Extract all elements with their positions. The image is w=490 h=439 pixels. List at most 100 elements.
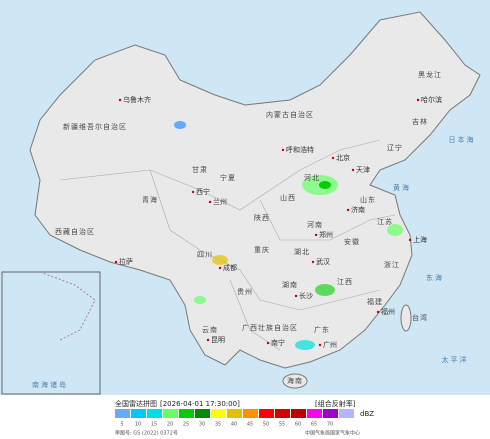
province-label: 浙江 (384, 260, 400, 269)
province-label: 辽宁 (387, 143, 403, 152)
legend-swatch (195, 409, 210, 418)
city-marker (408, 238, 412, 242)
sea-label: 黄海 (393, 183, 411, 192)
province-label: 山西 (280, 193, 296, 202)
legend-swatch (259, 409, 274, 418)
legend-value: 20 (167, 422, 173, 428)
legend-swatch (243, 409, 258, 418)
city-marker (191, 190, 195, 194)
legend-swatch (115, 409, 130, 418)
legend-swatch (163, 409, 178, 418)
time: [2026-04-01 17:30:00] (160, 400, 240, 408)
approval-number: 审图号: GS (2022) 0372号 (115, 430, 178, 437)
hainan-outline (282, 373, 308, 389)
province-label: 广东 (314, 325, 330, 334)
legend-swatch (227, 409, 242, 418)
city-marker (346, 208, 350, 212)
legend-value: 55 (279, 422, 285, 428)
city-marker (311, 260, 315, 264)
province-label: 台湾 (412, 313, 428, 322)
legend-value: 70 (327, 422, 333, 428)
province-label: 云南 (202, 325, 218, 334)
city-marker (294, 294, 298, 298)
province-label: 贵州 (237, 287, 253, 296)
province-borders (59, 139, 396, 351)
product: [组合反射率] (315, 399, 356, 408)
city-label: 兰州 (213, 197, 227, 206)
legend-value: 45 (247, 422, 253, 428)
legend-unit: dBZ (360, 410, 374, 418)
city-marker (114, 260, 118, 264)
city-label: 福州 (381, 307, 395, 316)
agency: 中国气象局国家气象中心 (305, 430, 360, 437)
legend-swatch (275, 409, 290, 418)
legend-swatch (307, 409, 322, 418)
city-label: 昆明 (211, 336, 225, 344)
sea-label: 日本海 (449, 135, 476, 144)
taiwan-outline (400, 304, 412, 332)
city-label: 长沙 (299, 291, 313, 300)
city-marker (331, 156, 335, 160)
city-label: 西宁 (196, 187, 210, 196)
legend-value: 10 (135, 422, 141, 428)
city-marker (218, 266, 222, 270)
south-china-sea-inset (1, 271, 101, 395)
legend-value: 60 (295, 422, 301, 428)
legend-swatch (211, 409, 226, 418)
legend-swatch (339, 409, 354, 418)
province-label: 河南 (307, 220, 323, 229)
city-label: 上海 (413, 235, 427, 244)
province-label: 海南 (287, 376, 303, 385)
city-marker (351, 168, 355, 172)
province-label: 陕西 (254, 213, 270, 222)
city-label: 济南 (351, 205, 365, 214)
province-label: 四川 (197, 251, 213, 259)
legend-swatch (323, 409, 338, 418)
legend-value: 65 (311, 422, 317, 428)
city-label: 呼和浩特 (286, 145, 314, 154)
city-label: 广州 (323, 340, 337, 349)
nine-dash-line (39, 271, 96, 341)
province-label: 广西壮族自治区 (242, 323, 298, 332)
province-label: 黑龙江 (418, 70, 442, 79)
legend-value: 35 (215, 422, 221, 428)
radar-echoes (174, 121, 403, 350)
city-label: 乌鲁木齐 (123, 95, 151, 104)
city-marker (281, 148, 285, 152)
legend-swatch (147, 409, 162, 418)
province-label: 内蒙古自治区 (266, 110, 314, 119)
province-label: 湖北 (294, 247, 310, 256)
province-label: 江苏 (377, 217, 393, 226)
province-label: 新疆维吾尔自治区 (63, 122, 127, 131)
city-marker (416, 98, 420, 102)
legend-value: 30 (199, 422, 205, 428)
province-label: 重庆 (254, 245, 270, 254)
city-marker (318, 343, 322, 347)
city-label: 南宁 (271, 338, 285, 347)
legend-swatch (291, 409, 306, 418)
city-label: 成都 (223, 263, 237, 272)
sea-label: 东海 (426, 273, 444, 282)
city-marker (314, 233, 318, 237)
legend-value: 25 (183, 422, 189, 428)
province-label: 福建 (367, 297, 383, 306)
sea-label: 南海诸岛 (32, 380, 68, 389)
legend-value: 50 (263, 422, 269, 428)
city-label: 武汉 (316, 257, 330, 266)
legend-value: 5 (120, 422, 123, 428)
province-label: 安徽 (344, 237, 360, 246)
province-label: 河北 (304, 174, 320, 182)
city-label: 拉萨 (119, 257, 133, 266)
legend-value: 15 (151, 422, 157, 428)
province-label: 吉林 (412, 117, 428, 126)
title: 全国雷达拼图 (115, 399, 157, 408)
legend-swatch (179, 409, 194, 418)
city-label: 天津 (356, 166, 370, 174)
city-marker (118, 98, 122, 102)
province-label: 江西 (337, 278, 353, 286)
legend-swatch (131, 409, 146, 418)
china-outline (29, 11, 481, 369)
province-label: 青海 (142, 195, 158, 204)
